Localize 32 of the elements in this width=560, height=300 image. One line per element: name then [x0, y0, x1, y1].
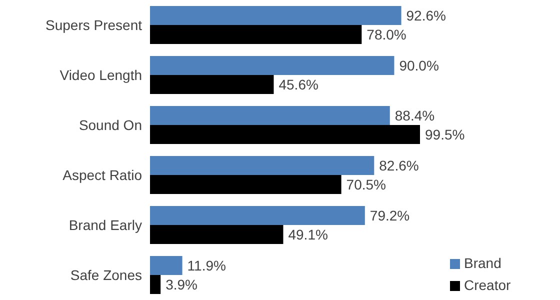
bar: [150, 156, 374, 175]
bar: [150, 225, 284, 244]
y-tick-label: Brand Early: [68, 216, 142, 233]
data-label: 78.0%: [366, 26, 406, 42]
bar: [150, 106, 390, 125]
data-label: 11.9%: [187, 257, 226, 274]
bar: [150, 175, 342, 194]
y-tick-label: Aspect Ratio: [62, 166, 142, 183]
bar: [150, 6, 402, 25]
data-label: 82.6%: [379, 157, 419, 174]
legend-label: Brand: [464, 255, 502, 271]
y-tick-label: Video Length: [60, 66, 142, 83]
legend-label: Creator: [464, 277, 511, 293]
data-label: 88.4%: [394, 107, 435, 124]
bar: [150, 75, 274, 94]
y-tick-label: Sound On: [78, 116, 142, 133]
bar: [150, 25, 362, 44]
bar: [150, 56, 394, 75]
data-label: 92.6%: [406, 7, 446, 24]
data-label: 70.5%: [346, 176, 386, 192]
y-tick-label: Safe Zones: [70, 266, 142, 283]
bar: [150, 275, 161, 294]
bar: [150, 206, 365, 225]
data-label: 99.5%: [425, 126, 465, 142]
data-label: 79.2%: [370, 207, 410, 224]
data-label: 3.9%: [166, 276, 198, 292]
data-label: 49.1%: [288, 226, 328, 242]
y-tick-label: Supers Present: [46, 16, 142, 33]
data-label: 90.0%: [399, 57, 439, 74]
data-label: 45.6%: [278, 76, 318, 92]
bar: [150, 125, 420, 144]
bar: [150, 256, 182, 275]
